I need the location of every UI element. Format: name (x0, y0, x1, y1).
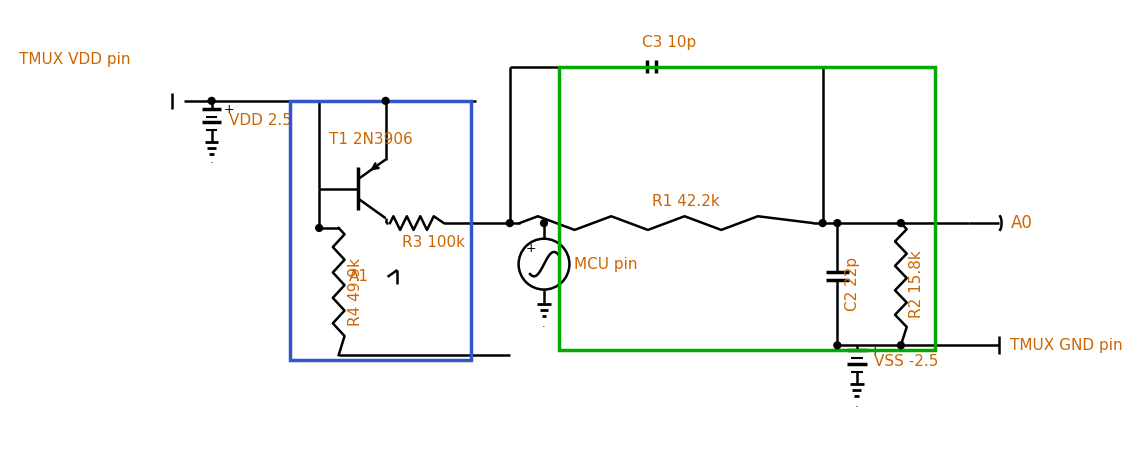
Circle shape (819, 220, 826, 226)
Text: R1 42.2k: R1 42.2k (652, 194, 719, 209)
Text: VDD 2.5: VDD 2.5 (229, 113, 292, 128)
Circle shape (834, 220, 840, 226)
Circle shape (506, 220, 513, 226)
Text: .: . (543, 319, 546, 329)
Circle shape (540, 220, 547, 226)
Text: .: . (210, 154, 213, 164)
Text: R2 15.8k: R2 15.8k (909, 251, 924, 318)
Text: C3 10p: C3 10p (642, 35, 696, 50)
Text: R4 49.9k: R4 49.9k (348, 257, 363, 326)
Circle shape (382, 97, 389, 104)
Text: T1 2N3906: T1 2N3906 (329, 132, 412, 148)
Text: +: + (869, 345, 879, 358)
Text: +: + (526, 242, 537, 255)
Circle shape (834, 342, 840, 349)
Bar (290, 101, 471, 360)
Circle shape (208, 97, 215, 104)
Bar (559, 67, 935, 350)
Text: MCU pin: MCU pin (575, 257, 638, 272)
Circle shape (898, 342, 905, 349)
Text: .: . (855, 399, 859, 409)
Circle shape (316, 225, 323, 231)
Text: A1: A1 (348, 270, 369, 284)
Text: VSS -2.5: VSS -2.5 (875, 354, 939, 369)
Text: R3 100k: R3 100k (402, 235, 465, 250)
Text: TMUX GND pin: TMUX GND pin (1010, 338, 1123, 353)
Text: TMUX VDD pin: TMUX VDD pin (19, 52, 131, 67)
Text: A0: A0 (1010, 214, 1033, 232)
Text: +: + (224, 103, 235, 116)
Text: C2 22p: C2 22p (845, 257, 860, 311)
Circle shape (898, 220, 905, 226)
